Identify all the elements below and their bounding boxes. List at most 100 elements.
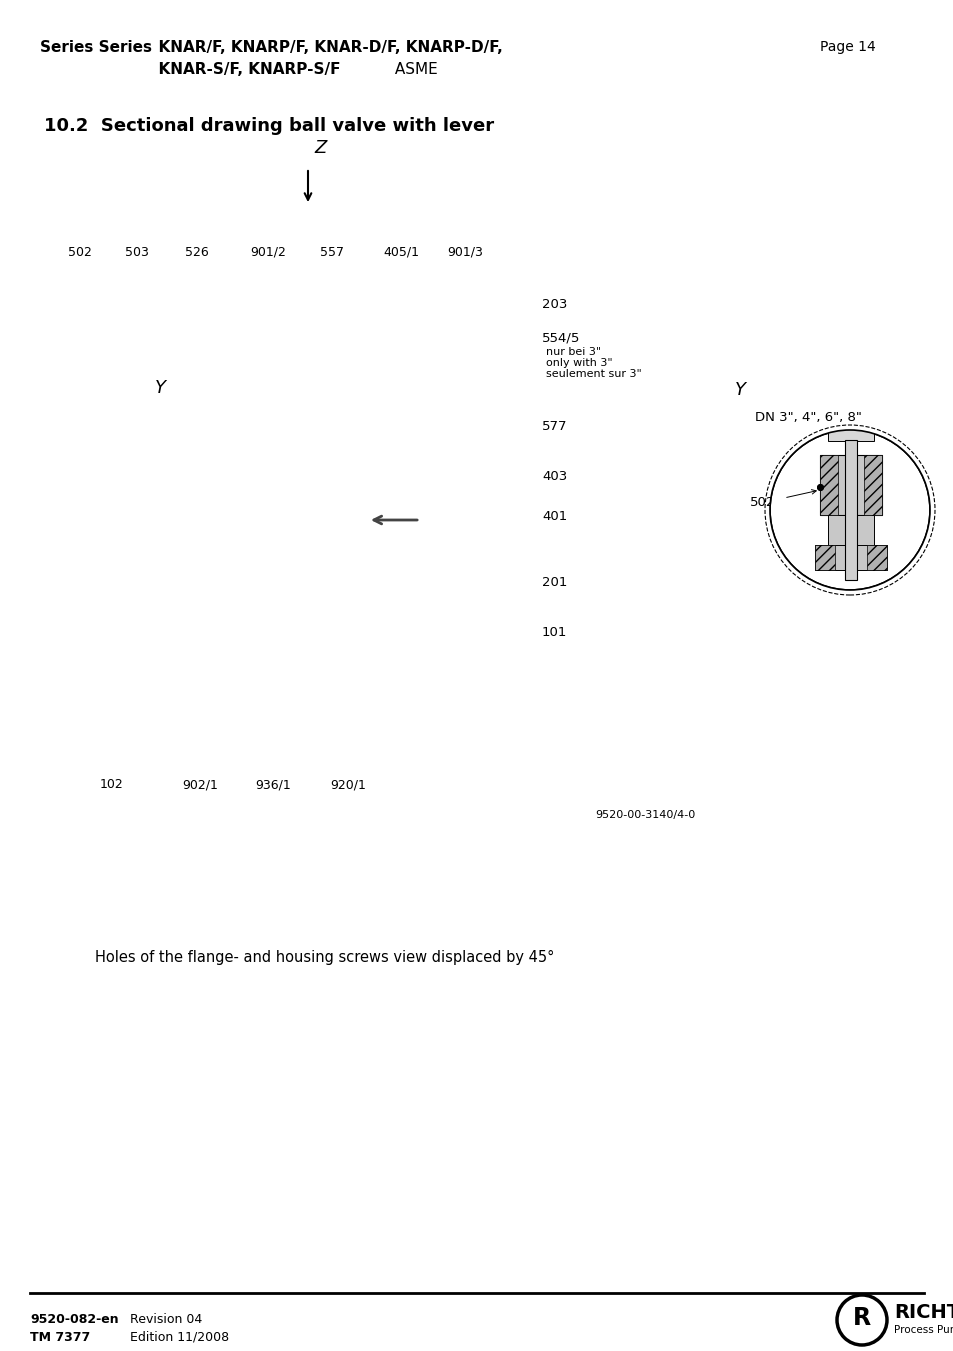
Bar bbox=[370, 462, 410, 482]
Text: DN 3", 4", 6", 8": DN 3", 4", 6", 8" bbox=[754, 412, 861, 424]
Bar bbox=[257, 330, 337, 390]
Text: 901/2: 901/2 bbox=[250, 246, 286, 258]
Text: 557: 557 bbox=[319, 246, 344, 258]
Bar bbox=[264, 711, 328, 744]
Bar bbox=[55, 390, 127, 650]
Text: 102: 102 bbox=[100, 778, 124, 792]
Bar bbox=[257, 205, 337, 218]
Bar bbox=[459, 650, 532, 750]
Text: Y: Y bbox=[154, 380, 166, 397]
Bar bbox=[317, 330, 337, 390]
Text: TM 7377: TM 7377 bbox=[30, 1331, 91, 1344]
Bar bbox=[257, 330, 277, 390]
Wedge shape bbox=[186, 519, 399, 626]
Text: Process Pumps & Valves: Process Pumps & Valves bbox=[893, 1325, 953, 1335]
Bar bbox=[459, 390, 532, 440]
Bar bbox=[30, 84, 923, 112]
Bar bbox=[827, 426, 873, 440]
Bar bbox=[459, 450, 532, 590]
Text: nur bei 3": nur bei 3" bbox=[545, 347, 600, 357]
Wedge shape bbox=[186, 412, 399, 519]
Circle shape bbox=[665, 255, 693, 284]
Bar bbox=[820, 409, 882, 428]
Bar bbox=[55, 450, 127, 590]
Bar bbox=[248, 235, 277, 370]
Bar bbox=[127, 367, 459, 663]
Text: Page 14: Page 14 bbox=[820, 41, 875, 54]
Bar bbox=[260, 245, 335, 345]
Bar bbox=[370, 558, 410, 578]
Bar bbox=[459, 390, 532, 650]
Text: 503: 503 bbox=[125, 246, 149, 258]
Bar bbox=[127, 367, 459, 423]
Text: Y: Y bbox=[734, 381, 745, 399]
Bar bbox=[820, 455, 882, 515]
Bar bbox=[55, 390, 127, 440]
Bar bbox=[127, 423, 182, 598]
Text: Holes of the flange- and housing screws view displaced by 45°: Holes of the flange- and housing screws … bbox=[95, 950, 554, 965]
Circle shape bbox=[769, 430, 929, 590]
Text: 920/1: 920/1 bbox=[330, 778, 366, 792]
Text: Edition 11/2008: Edition 11/2008 bbox=[130, 1331, 229, 1344]
Bar bbox=[317, 235, 348, 370]
Bar bbox=[814, 544, 886, 570]
Bar bbox=[270, 740, 294, 767]
Text: RICHTER: RICHTER bbox=[893, 1302, 953, 1321]
Bar bbox=[255, 661, 335, 711]
Text: seulement sur 3": seulement sur 3" bbox=[545, 369, 641, 380]
Bar bbox=[228, 359, 263, 390]
Bar bbox=[814, 544, 834, 570]
Circle shape bbox=[836, 1296, 886, 1346]
Text: 9520-00-3140/4-0: 9520-00-3140/4-0 bbox=[595, 811, 695, 820]
Bar bbox=[55, 600, 127, 650]
Text: 403: 403 bbox=[541, 470, 567, 482]
Bar bbox=[844, 440, 856, 580]
Text: 554/5: 554/5 bbox=[541, 331, 579, 345]
Text: 902/1: 902/1 bbox=[182, 778, 217, 792]
Bar bbox=[866, 544, 886, 570]
Text: 936/1: 936/1 bbox=[254, 778, 291, 792]
Polygon shape bbox=[330, 226, 679, 276]
Bar bbox=[127, 598, 459, 663]
Text: KNAR/F, KNARP/F, KNAR-D/F, KNARP-D/F,: KNAR/F, KNARP/F, KNAR-D/F, KNARP-D/F, bbox=[148, 41, 502, 55]
Bar bbox=[285, 215, 311, 394]
Bar bbox=[297, 226, 357, 259]
Bar bbox=[255, 661, 335, 671]
Bar bbox=[182, 558, 222, 578]
Bar bbox=[182, 462, 222, 578]
Bar bbox=[228, 359, 368, 390]
Circle shape bbox=[186, 412, 399, 626]
Text: 201: 201 bbox=[541, 576, 567, 589]
Bar bbox=[333, 359, 368, 390]
Text: KNAR-S/F, KNARP-S/F: KNAR-S/F, KNARP-S/F bbox=[148, 62, 340, 77]
Bar bbox=[863, 455, 882, 515]
Bar bbox=[55, 450, 564, 590]
Text: ASME: ASME bbox=[390, 62, 437, 77]
Text: 502: 502 bbox=[749, 497, 775, 509]
Text: 101: 101 bbox=[541, 627, 567, 639]
Text: 10.2  Sectional drawing ball valve with lever: 10.2 Sectional drawing ball valve with l… bbox=[44, 118, 494, 135]
Bar bbox=[55, 650, 127, 750]
Text: Revision 04: Revision 04 bbox=[130, 1313, 202, 1325]
Text: R: R bbox=[852, 1306, 870, 1329]
Text: Z: Z bbox=[314, 139, 326, 157]
Text: 577: 577 bbox=[541, 420, 567, 434]
Text: 526: 526 bbox=[185, 246, 209, 258]
Text: Series Series: Series Series bbox=[40, 41, 152, 55]
Bar bbox=[270, 721, 322, 734]
Bar bbox=[182, 462, 222, 482]
Text: 901/3: 901/3 bbox=[447, 246, 482, 258]
Bar bbox=[250, 476, 335, 563]
Bar bbox=[237, 218, 357, 238]
Bar bbox=[370, 462, 410, 578]
Text: 203: 203 bbox=[541, 299, 567, 312]
Text: 502: 502 bbox=[68, 246, 91, 258]
Bar bbox=[297, 740, 322, 767]
Text: 405/1: 405/1 bbox=[382, 246, 418, 258]
Bar bbox=[459, 600, 532, 650]
Text: 9520-082-en: 9520-082-en bbox=[30, 1313, 118, 1325]
Bar bbox=[290, 220, 306, 390]
Text: 401: 401 bbox=[541, 511, 567, 523]
Bar bbox=[140, 400, 447, 630]
Bar bbox=[405, 423, 459, 598]
